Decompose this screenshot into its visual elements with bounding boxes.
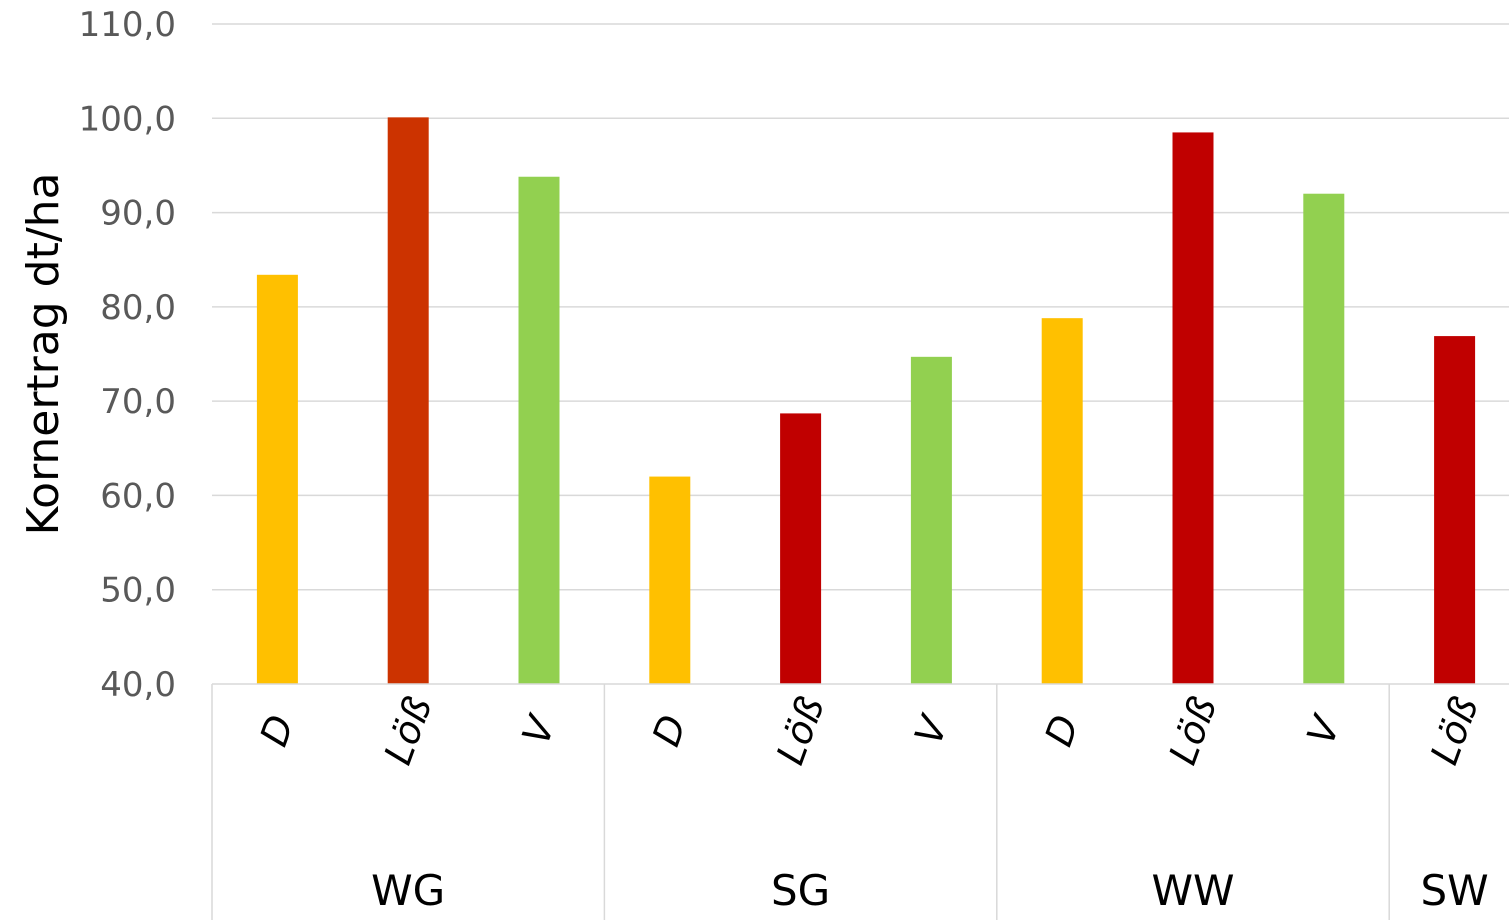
bar-SW-Löß: [1434, 336, 1476, 684]
group-label: WW: [1151, 866, 1234, 915]
x-axis: D Löß V D Löß V D Löß V Löß WG SG WW SW: [211, 683, 1509, 920]
y-tick-label: 80,0: [100, 288, 176, 328]
y-axis-ticks: 40,0 50,0 60,0 70,0 80,0 90,0 100,0 110,0: [79, 5, 176, 705]
group-label: SW: [1420, 866, 1488, 915]
category-label: D: [1036, 709, 1087, 752]
category-label: Löß: [1160, 691, 1225, 770]
y-tick-label: 100,0: [79, 99, 176, 139]
group-label: SG: [771, 866, 830, 915]
y-tick-label: 60,0: [100, 476, 176, 516]
y-tick-label: 90,0: [100, 194, 176, 234]
bar-WG-Löß: [387, 117, 429, 685]
bar-SG-V: [910, 356, 952, 684]
category-label: D: [644, 709, 695, 752]
y-tick-label: 70,0: [100, 382, 176, 422]
category-label: V: [514, 708, 565, 750]
category-label: D: [252, 709, 303, 752]
bar-WW-V: [1303, 193, 1345, 684]
category-label: V: [906, 708, 957, 750]
y-axis-title: Kornertrag dt/ha: [18, 172, 69, 535]
bars: [256, 117, 1476, 685]
y-tick-label: 50,0: [100, 571, 176, 611]
category-label: Löß: [768, 691, 833, 770]
category-label: Löß: [1422, 691, 1487, 770]
y-tick-label: 110,0: [79, 5, 176, 45]
bar-WW-Löß: [1172, 132, 1214, 684]
bar-WG-D: [256, 274, 298, 684]
y-tick-label: 40,0: [100, 665, 176, 705]
bar-WW-D: [1041, 318, 1083, 684]
category-label: Löß: [376, 691, 441, 770]
category-label: V: [1298, 708, 1349, 750]
bar-WG-V: [518, 176, 560, 684]
bar-SG-D: [649, 476, 691, 684]
group-label: WG: [371, 866, 445, 915]
bar-SG-Löß: [780, 413, 822, 684]
